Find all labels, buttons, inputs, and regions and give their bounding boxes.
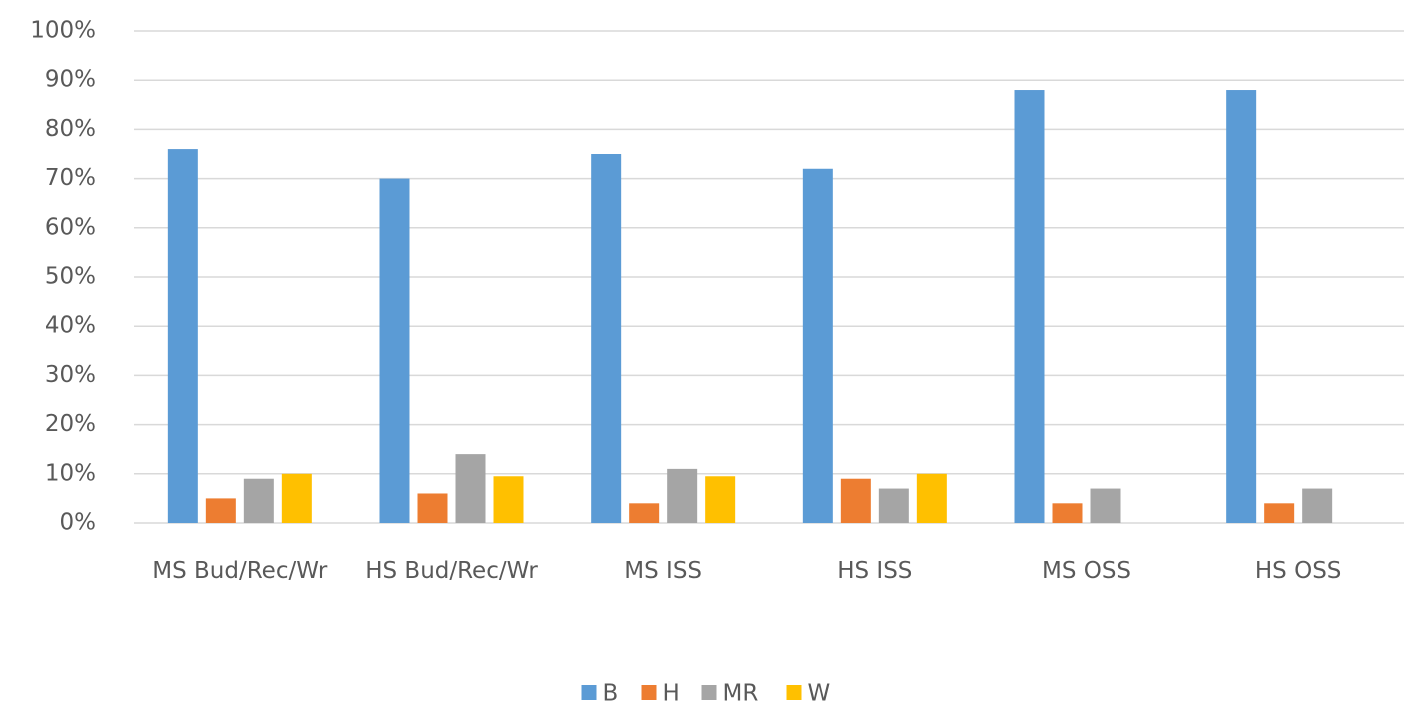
bar [916, 473, 947, 523]
y-tick-label: 90% [45, 67, 96, 93]
legend-label: H [663, 681, 680, 707]
bar [705, 476, 736, 523]
bar [1226, 90, 1257, 523]
legend-swatch [581, 685, 597, 700]
bar [1090, 488, 1121, 523]
y-tick-label: 10% [45, 460, 96, 486]
bar [629, 503, 660, 523]
y-tick-label: 70% [45, 165, 96, 191]
bar [281, 473, 312, 523]
legend-swatch [701, 685, 717, 700]
y-tick-label: 40% [45, 313, 96, 339]
bar [1264, 503, 1295, 523]
y-tick-label: 20% [45, 411, 96, 437]
legend-label: B [603, 681, 619, 707]
legend-swatch [786, 685, 802, 700]
bar [167, 149, 198, 523]
x-tick-label: HS Bud/Rec/Wr [365, 558, 538, 584]
x-tick-label: HS OSS [1254, 558, 1342, 584]
x-tick-label: HS ISS [837, 558, 913, 584]
bar [1302, 488, 1333, 523]
bar [802, 168, 833, 523]
legend-label: MR [723, 681, 759, 707]
legend-label: W [808, 681, 831, 707]
bar [667, 468, 698, 523]
y-tick-label: 0% [60, 510, 97, 536]
x-tick-label: MS Bud/Rec/Wr [152, 558, 328, 584]
y-tick-label: 60% [45, 214, 96, 240]
bar [455, 454, 486, 523]
legend-swatch [641, 685, 657, 700]
bar [1014, 90, 1045, 523]
y-tick-label: 50% [45, 264, 96, 290]
bar [379, 178, 410, 523]
bar [493, 476, 524, 523]
y-tick-label: 30% [45, 362, 96, 388]
bar [878, 488, 909, 523]
y-tick-label: 80% [45, 116, 96, 142]
bar [591, 154, 622, 523]
x-tick-label: MS ISS [624, 558, 703, 584]
bar [840, 478, 871, 523]
bar [243, 478, 274, 523]
bar [417, 493, 448, 523]
bar [1052, 503, 1083, 523]
bar [205, 498, 236, 523]
y-tick-label: 100% [30, 18, 96, 44]
x-tick-label: MS OSS [1041, 558, 1132, 584]
